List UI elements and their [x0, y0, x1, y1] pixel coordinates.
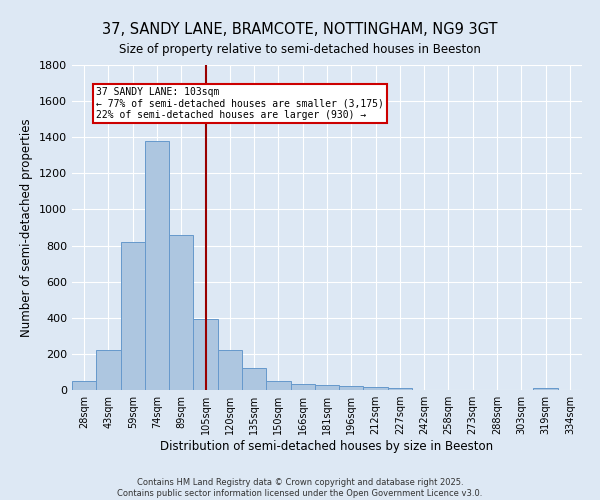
Text: 37, SANDY LANE, BRAMCOTE, NOTTINGHAM, NG9 3GT: 37, SANDY LANE, BRAMCOTE, NOTTINGHAM, NG… [102, 22, 498, 38]
Bar [193, 318, 218, 390]
Bar [218, 350, 242, 390]
Bar [339, 386, 364, 390]
Text: 37 SANDY LANE: 103sqm
← 77% of semi-detached houses are smaller (3,175)
22% of s: 37 SANDY LANE: 103sqm ← 77% of semi-deta… [96, 86, 384, 120]
Bar [96, 350, 121, 390]
Y-axis label: Number of semi-detached properties: Number of semi-detached properties [20, 118, 34, 337]
X-axis label: Distribution of semi-detached houses by size in Beeston: Distribution of semi-detached houses by … [160, 440, 494, 453]
Text: Contains HM Land Registry data © Crown copyright and database right 2025.
Contai: Contains HM Land Registry data © Crown c… [118, 478, 482, 498]
Bar [242, 368, 266, 390]
Bar [533, 388, 558, 390]
Text: Size of property relative to semi-detached houses in Beeston: Size of property relative to semi-detach… [119, 42, 481, 56]
Bar [315, 386, 339, 390]
Bar [266, 381, 290, 390]
Bar [169, 234, 193, 390]
Bar [388, 388, 412, 390]
Bar [72, 381, 96, 390]
Bar [290, 384, 315, 390]
Bar [121, 242, 145, 390]
Bar [364, 388, 388, 390]
Bar [145, 141, 169, 390]
